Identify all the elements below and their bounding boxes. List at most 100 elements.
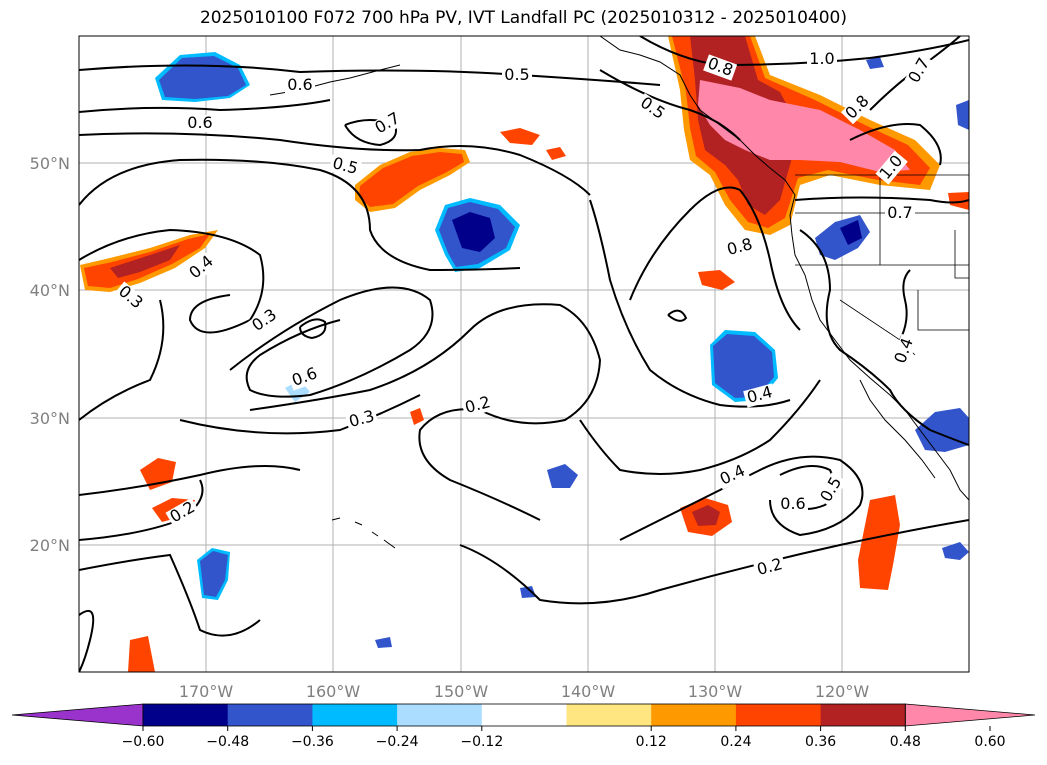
contour-19 (589, 199, 791, 408)
map-title: 2025010100 F072 700 hPa PV, IVT Landfall… (199, 8, 847, 28)
anomaly-neg-ca-inner (840, 220, 862, 245)
lat-label-20: 20°N (30, 536, 70, 555)
contour-label-bg (904, 53, 935, 88)
anomaly-neg-center (713, 334, 774, 398)
colorbar-tick-label: −0.48 (206, 734, 249, 750)
contour-23 (639, 36, 969, 67)
coastline-baja (859, 379, 936, 479)
anomaly-pnw-060 (698, 80, 910, 172)
contour-10 (179, 394, 421, 435)
contour-1 (79, 64, 661, 86)
lon-label-140w: 140°W (561, 682, 616, 701)
lon-label-150w: 150°W (434, 682, 489, 701)
hawaii (331, 517, 396, 549)
anomaly-neg-small-1 (547, 464, 578, 488)
colorbar-tick-label: 0.24 (720, 734, 751, 750)
anomaly-small-4 (410, 408, 424, 425)
contour-21 (667, 309, 688, 322)
latitude-labels: 50°N 40°N 30°N 20°N (30, 154, 70, 555)
colorbar-frame (142, 703, 906, 727)
contour-label-bg (875, 150, 908, 185)
colorbar-segment (312, 704, 398, 726)
anomaly-neg-small-3 (520, 586, 536, 598)
contour-15 (459, 519, 969, 605)
contour-label-bg (778, 496, 808, 513)
contour-label: 0.6 (287, 75, 312, 94)
lat-label-30: 30°N (30, 409, 70, 428)
colorbar-tick-label: 0.60 (974, 734, 1005, 750)
anomaly-small-1 (500, 128, 540, 145)
contour-16 (619, 455, 864, 541)
colorbar-tick-label: 0.12 (636, 734, 667, 750)
colorbar-tick-label: 0.36 (805, 734, 836, 750)
anomaly-subtrop-1-inner (692, 505, 720, 526)
anomaly-small-3 (698, 270, 735, 290)
lat-label-50: 50°N (30, 154, 70, 173)
colorbar-tick-label: 0.48 (890, 734, 921, 750)
contour-11 (79, 465, 301, 496)
anomaly-subtrop-2 (858, 495, 900, 590)
contour-label-bg (715, 461, 750, 490)
colorbar-segment (227, 704, 313, 726)
contour-3 (79, 132, 591, 196)
contour-label-bg (247, 305, 282, 337)
contour-29 (344, 119, 397, 147)
contour-27 (799, 229, 969, 446)
contour-label-bg (885, 205, 915, 222)
colorbar-segment (397, 704, 483, 726)
lon-label-130w: 130°W (688, 682, 743, 701)
contour-13 (79, 553, 261, 637)
colorbar: −0.60 −0.48 −0.36 −0.24 −0.12 0.12 0.24 0.36 0.4… (11, 703, 1036, 750)
contour-label: 1.0 (809, 49, 834, 68)
contour-label: 0.6 (780, 494, 805, 513)
contour-label-bg (285, 77, 315, 94)
contour-label-bg (345, 407, 379, 432)
colorbar-segment (481, 704, 567, 726)
contour-14 (79, 609, 95, 672)
anomaly-neg-goa-inner (452, 212, 495, 252)
colorbar-tick-label: −0.60 (122, 734, 165, 750)
contour-20 (629, 186, 801, 331)
contour-label-bg (703, 54, 738, 81)
contour-label-bg (165, 497, 200, 528)
contour-18 (579, 379, 821, 475)
contour-label-bg (807, 51, 837, 68)
colorbar-segment (735, 704, 822, 726)
lon-label-120w: 120°W (815, 682, 870, 701)
contour-label-bg (753, 555, 787, 580)
colorbar-extend-right (904, 703, 1036, 727)
contour-labels: 0.60.51.00.80.70.60.70.50.5 0.81.00.70.80… (113, 49, 935, 580)
contour-22 (599, 69, 741, 141)
contour-9 (299, 318, 327, 340)
contour-label-bg (743, 383, 777, 408)
contour-26 (794, 196, 969, 204)
contour-28 (899, 269, 911, 341)
contour-label-bg (184, 251, 219, 284)
anomaly-neg-small-6 (956, 100, 969, 130)
anomaly-neg-small-4 (375, 637, 392, 648)
contour-7 (229, 286, 434, 398)
contour-label: 0.7 (887, 203, 912, 222)
contours (79, 36, 969, 672)
contour-label-bg (328, 154, 362, 179)
contour-8 (249, 303, 602, 521)
anomaly-neg-small-7 (866, 57, 884, 69)
contour-label-bg (185, 115, 215, 132)
contour-24 (849, 123, 942, 166)
coastline-na (599, 36, 969, 501)
colorbar-segment (651, 704, 737, 726)
longitude-labels: 170°W 160°W 150°W 140°W 130°W 120°W (179, 682, 870, 701)
anomaly-east-edge (948, 192, 969, 210)
lon-label-160w: 160°W (306, 682, 361, 701)
contour-label-bg (841, 91, 875, 125)
coastlines (269, 36, 969, 549)
lat-label-40: 40°N (30, 281, 70, 300)
contour-label-bg (461, 393, 495, 418)
colorbar-tick-label: −0.24 (376, 734, 419, 750)
anomaly-neg-small-5 (942, 542, 969, 560)
contour-label-bg (891, 333, 918, 368)
colorbar-tick-label: −0.36 (291, 734, 334, 750)
colorbar-segment (820, 704, 906, 726)
colorbar-segment (143, 704, 229, 726)
